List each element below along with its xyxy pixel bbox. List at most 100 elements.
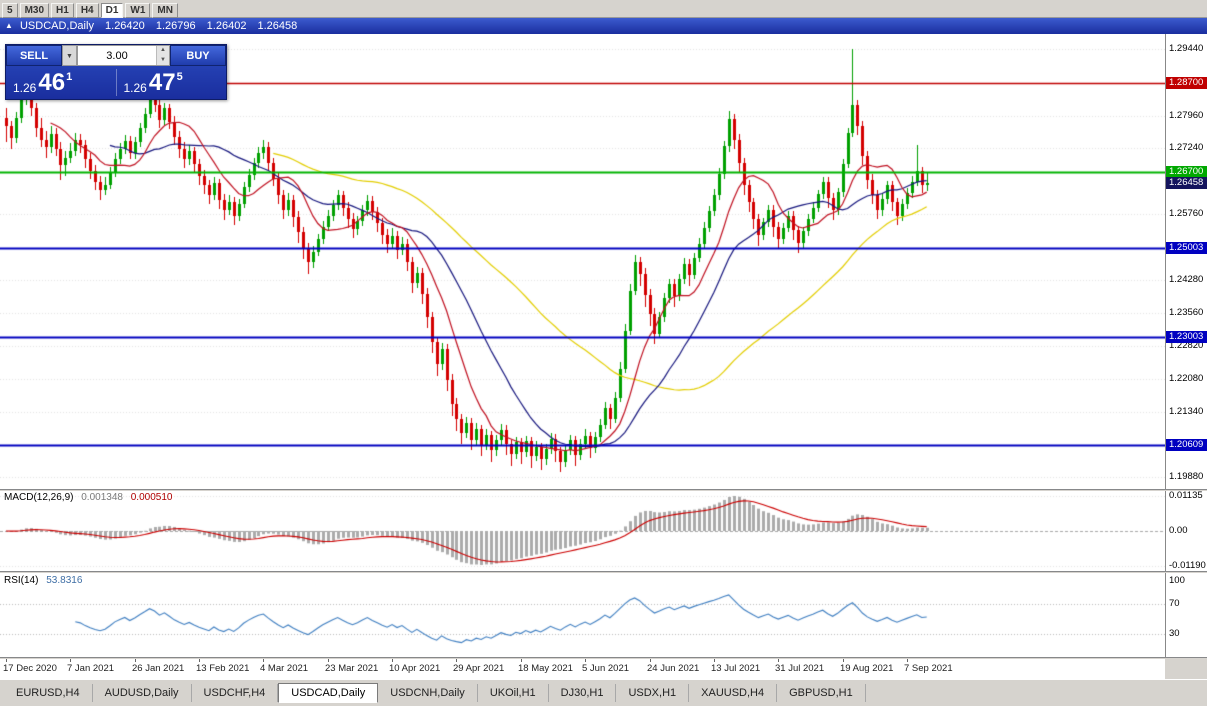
symbol-tab-ukoil-h1[interactable]: UKOil,H1 xyxy=(478,684,549,702)
macd-label: MACD(12,26,9) 0.001348 0.000510 xyxy=(4,492,172,503)
sell-price-big: 46 xyxy=(38,69,66,96)
axis-label: 1.29440 xyxy=(1169,43,1204,54)
axis-label: 1.28700 xyxy=(1166,77,1207,89)
date-label: 5 Jun 2021 xyxy=(582,663,630,674)
lot-size-field: ▲ ▼ xyxy=(77,45,170,66)
timeframe-button-H1[interactable]: H1 xyxy=(51,3,74,18)
axis-label: 1.23560 xyxy=(1169,307,1204,318)
axis-label: 1.24280 xyxy=(1169,274,1204,285)
date-tick xyxy=(199,659,200,662)
axis-label: 1.19880 xyxy=(1169,471,1204,482)
rsi-name: RSI(14) xyxy=(4,575,39,586)
axis-label: 1.23003 xyxy=(1166,331,1207,343)
panel-splitter[interactable] xyxy=(0,571,1207,573)
symbol-tab-xauusd-h4[interactable]: XAUUSD,H4 xyxy=(689,684,778,702)
sell-price-prefix: 1.26 xyxy=(13,81,37,95)
timeframe-toolbar: 5 M30 H1 H4 D1 W1 MN xyxy=(0,0,1207,18)
date-tick xyxy=(328,659,329,662)
macd-signal-value: 0.000510 xyxy=(130,492,173,503)
date-tick xyxy=(263,659,264,662)
price-axis[interactable]: 1.29440 1.28700 1.27960 1.27240 1.26700 1.264… xyxy=(1165,34,1207,659)
buy-button[interactable]: BUY xyxy=(170,45,226,66)
order-controls-row: SELL ▼ ▲ ▼ BUY xyxy=(6,45,226,66)
timeframe-button-D1[interactable]: D1 xyxy=(100,3,124,18)
timeframe-button-W1[interactable]: W1 xyxy=(125,3,151,18)
date-label: 18 May 2021 xyxy=(518,663,573,674)
date-tick xyxy=(135,659,136,662)
date-label: 10 Apr 2021 xyxy=(389,663,441,674)
panel-splitter[interactable] xyxy=(0,489,1207,491)
symbol-tab-usdcnh-daily[interactable]: USDCNH,Daily xyxy=(378,684,478,702)
axis-label: 1.21340 xyxy=(1169,406,1204,417)
rsi-value: 53.8316 xyxy=(46,575,83,586)
axis-label: 70 xyxy=(1169,598,1180,609)
date-label: 7 Sep 2021 xyxy=(904,663,953,674)
macd-main-value: 0.001348 xyxy=(81,492,123,503)
date-label: 19 Aug 2021 xyxy=(840,663,894,674)
date-axis[interactable]: 17 Dec 2020 7 Jan 2021 26 Jan 2021 13 Feb 2… xyxy=(0,659,1165,679)
timeframe-button-MN[interactable]: MN xyxy=(152,3,178,18)
axis-label: 1.25760 xyxy=(1169,208,1204,219)
date-label: 4 Mar 2021 xyxy=(260,663,309,674)
lot-size-input[interactable] xyxy=(78,46,156,65)
ohlc-open: 1.26420 xyxy=(105,20,145,32)
symbol-tab-usdcad-daily[interactable]: USDCAD,Daily xyxy=(278,683,379,703)
spinner-up-icon[interactable]: ▲ xyxy=(157,46,169,56)
order-options-button[interactable]: ▼ xyxy=(62,45,77,66)
axis-label: 1.26458 xyxy=(1166,177,1207,189)
buy-price-big: 47 xyxy=(148,69,176,96)
date-label: 31 Jul 2021 xyxy=(775,663,825,674)
symbol-tab-audusd-daily[interactable]: AUDUSD,Daily xyxy=(93,684,192,702)
sell-button[interactable]: SELL xyxy=(6,45,62,66)
sell-price-sup: 1 xyxy=(66,71,73,83)
axis-label: 1.27240 xyxy=(1169,142,1204,153)
axis-label: 30 xyxy=(1169,628,1180,639)
timeframe-button-5[interactable]: 5 xyxy=(2,3,18,18)
panel-splitter[interactable] xyxy=(0,657,1207,659)
date-tick xyxy=(843,659,844,662)
axis-label: 0.00 xyxy=(1169,525,1188,536)
chart-symbol-period: USDCAD,Daily xyxy=(19,20,94,32)
date-label: 26 Jan 2021 xyxy=(132,663,185,674)
symbol-tab-usdx-h1[interactable]: USDX,H1 xyxy=(616,684,690,702)
chart-up-triangle-icon: ▲ xyxy=(5,21,13,30)
axis-label: 1.25003 xyxy=(1166,242,1207,254)
axis-label: 0.01135 xyxy=(1169,490,1203,501)
symbol-tab-usdchf-h4[interactable]: USDCHF,H4 xyxy=(192,684,279,702)
date-tick xyxy=(70,659,71,662)
spinner-down-icon[interactable]: ▼ xyxy=(157,55,169,65)
symbol-tab-bar: EURUSD,H4 AUDUSD,Daily USDCHF,H4 USDCAD,Dai… xyxy=(0,679,1207,706)
sell-price[interactable]: 1.26 46 1 xyxy=(6,66,116,99)
buy-price-prefix: 1.26 xyxy=(123,81,147,95)
date-tick xyxy=(778,659,779,662)
date-tick xyxy=(714,659,715,662)
date-tick xyxy=(585,659,586,662)
axis-label: 1.26700 xyxy=(1166,166,1207,178)
date-label: 17 Dec 2020 xyxy=(3,663,57,674)
timeframe-button-M30[interactable]: M30 xyxy=(19,3,50,18)
date-label: 29 Apr 2021 xyxy=(453,663,505,674)
lot-size-spinner: ▲ ▼ xyxy=(156,46,169,65)
buy-price[interactable]: 1.26 47 5 xyxy=(117,66,227,99)
ohlc-close: 1.26458 xyxy=(257,20,298,32)
date-tick xyxy=(521,659,522,662)
axis-label: -0.01190 xyxy=(1169,560,1206,571)
timeframe-button-H4[interactable]: H4 xyxy=(75,3,99,18)
axis-label: 1.22080 xyxy=(1169,373,1204,384)
bid-ask-row: 1.26 46 1 1.26 47 5 xyxy=(6,66,226,99)
date-tick xyxy=(456,659,457,662)
axis-label: 1.20609 xyxy=(1166,439,1207,451)
buy-price-sup: 5 xyxy=(176,71,183,83)
date-tick xyxy=(907,659,908,662)
date-tick xyxy=(650,659,651,662)
chart-title-bar: ▲ USDCAD,Daily 1.26420 1.26796 1.26402 1… xyxy=(0,18,1207,34)
symbol-tab-dj30-h1[interactable]: DJ30,H1 xyxy=(549,684,617,702)
axis-label: 1.27960 xyxy=(1169,110,1204,121)
symbol-tab-eurusd-h4[interactable]: EURUSD,H4 xyxy=(4,684,93,702)
symbol-tab-gbpusd-h1[interactable]: GBPUSD,H1 xyxy=(777,684,866,702)
chart-plot-area[interactable] xyxy=(0,34,1165,659)
date-tick xyxy=(392,659,393,662)
axis-label: 1.22820 xyxy=(1169,340,1204,351)
date-label: 24 Jun 2021 xyxy=(647,663,700,674)
